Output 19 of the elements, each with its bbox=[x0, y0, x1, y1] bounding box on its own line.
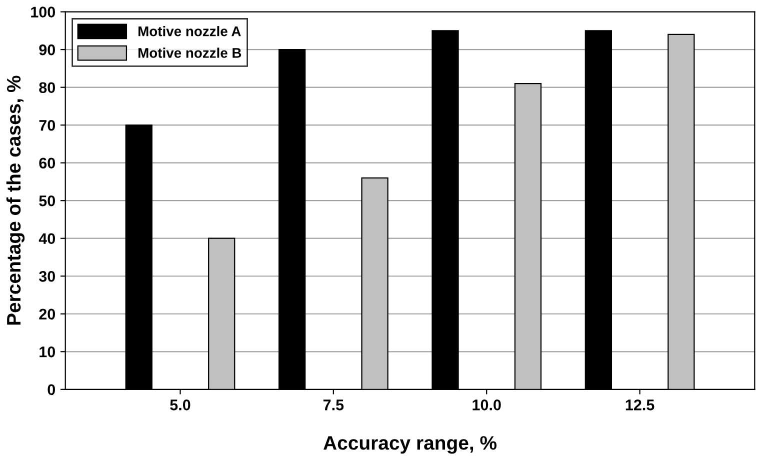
x-tick-label: 5.0 bbox=[170, 400, 190, 410]
y-axis-title: Percentage of the cases, % bbox=[6, 76, 25, 325]
y-tick-label: 30 bbox=[38, 270, 56, 282]
x-axis-title: Accuracy range, % bbox=[324, 436, 497, 454]
y-tick-label: 50 bbox=[39, 195, 56, 206]
x-tick-label: 10.0 bbox=[472, 400, 501, 410]
y-tick-label: 0 bbox=[48, 384, 56, 396]
y-tick-label: 90 bbox=[39, 44, 56, 56]
y-tick-label: 20 bbox=[39, 308, 56, 320]
y-tick-label: 10 bbox=[40, 346, 56, 358]
x-tick-label: 7.5 bbox=[323, 400, 344, 410]
y-tick-label: 60 bbox=[39, 158, 56, 169]
y-tick-label: 40 bbox=[38, 233, 56, 244]
x-tick-label: 12.5 bbox=[626, 400, 654, 410]
legend-label: Motive nozzle B bbox=[138, 48, 242, 58]
y-tick-label: 100 bbox=[31, 6, 56, 18]
y-tick-label: 80 bbox=[39, 82, 56, 94]
y-tick-label: 70 bbox=[39, 120, 56, 131]
legend-label: Motive nozzle A bbox=[138, 26, 241, 36]
